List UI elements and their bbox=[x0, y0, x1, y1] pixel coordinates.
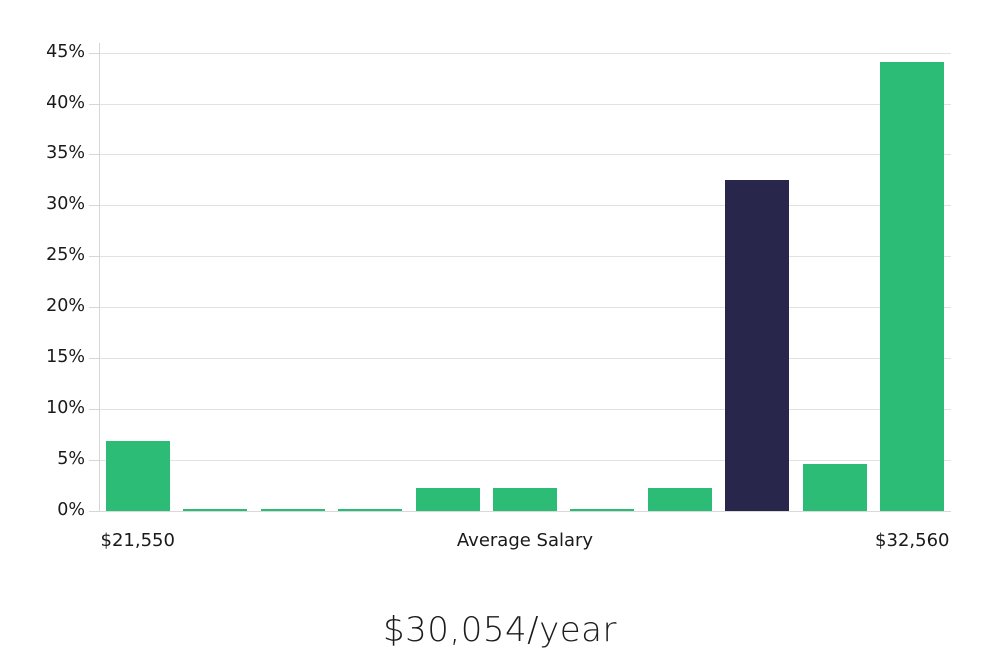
y-tick-10% bbox=[89, 409, 99, 411]
y-tick-5% bbox=[89, 460, 99, 462]
gridline-45% bbox=[99, 52, 951, 54]
y-tick-label: 35% bbox=[46, 143, 85, 164]
x-tick-label: $21,550 bbox=[100, 530, 175, 551]
bar bbox=[570, 508, 635, 511]
gridline-25% bbox=[99, 256, 951, 258]
bar bbox=[415, 487, 480, 511]
bar bbox=[802, 464, 867, 511]
y-tick-30% bbox=[89, 205, 99, 207]
y-tick-45% bbox=[89, 52, 99, 54]
bar bbox=[338, 508, 403, 511]
bar bbox=[260, 508, 325, 511]
y-tick-label: 20% bbox=[46, 296, 85, 317]
bar bbox=[880, 61, 945, 511]
bar bbox=[183, 508, 248, 511]
y-tick-label: 15% bbox=[46, 347, 85, 368]
y-tick-35% bbox=[89, 154, 99, 156]
x-tick-label: $32,560 bbox=[875, 530, 950, 551]
y-tick-0% bbox=[89, 511, 99, 512]
gridline-0% bbox=[99, 511, 951, 512]
y-tick-label: 0% bbox=[57, 500, 85, 520]
gridline-35% bbox=[99, 154, 951, 156]
y-axis-line bbox=[99, 43, 100, 511]
bar-highlight bbox=[725, 179, 790, 511]
gridline-5% bbox=[99, 460, 951, 462]
y-tick-label: 30% bbox=[46, 194, 85, 215]
bar bbox=[647, 487, 712, 511]
y-tick-label: 10% bbox=[46, 398, 85, 419]
y-tick-25% bbox=[89, 256, 99, 258]
y-tick-label: 45% bbox=[46, 41, 85, 62]
gridline-20% bbox=[99, 307, 951, 309]
y-tick-label: 40% bbox=[46, 92, 85, 113]
gridline-15% bbox=[99, 358, 951, 360]
chart-title: $30,054/year bbox=[383, 610, 617, 650]
x-tick-label: Average Salary bbox=[456, 530, 594, 551]
y-tick-label: 5% bbox=[57, 449, 85, 470]
y-tick-15% bbox=[89, 358, 99, 360]
y-tick-label: 25% bbox=[46, 245, 85, 266]
y-tick-20% bbox=[89, 307, 99, 309]
gridline-30% bbox=[99, 205, 951, 207]
bar bbox=[105, 440, 170, 511]
y-tick-40% bbox=[89, 103, 99, 105]
gridline-10% bbox=[99, 409, 951, 411]
gridline-40% bbox=[99, 103, 951, 105]
bar bbox=[493, 487, 557, 511]
